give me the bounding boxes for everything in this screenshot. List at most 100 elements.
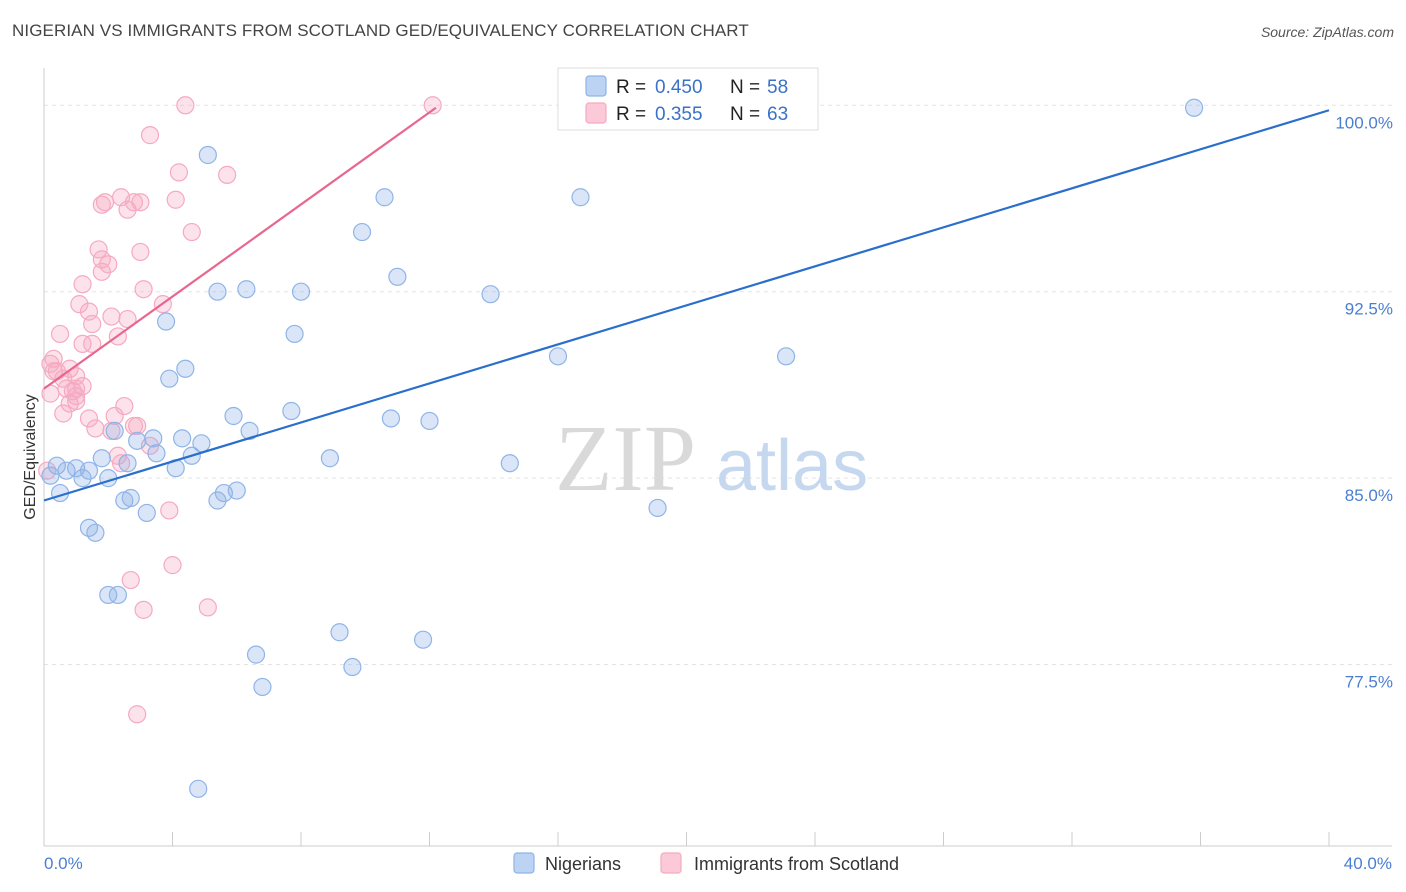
point-scotland: [50, 324, 70, 344]
point-nigerians: [198, 145, 217, 165]
bottom-legend-swatch-scotland: [660, 852, 682, 874]
point-nigerians: [79, 461, 99, 480]
point-nigerians: [144, 429, 163, 448]
point-nigerians: [105, 421, 124, 441]
point-nigerians: [330, 623, 349, 642]
point-nigerians: [282, 401, 301, 421]
point-scotland: [83, 334, 102, 354]
point-scotland: [105, 406, 124, 426]
point-scotland: [160, 501, 179, 520]
legend-r-label-1: R =: [616, 104, 646, 125]
point-nigerians: [92, 449, 111, 468]
point-scotland: [63, 382, 83, 401]
legend-swatch-scotland: [585, 102, 607, 124]
point-nigerians: [776, 347, 796, 366]
x-tick-label-min: 0.0%: [44, 854, 83, 873]
point-scotland: [169, 163, 189, 182]
point-scotland: [111, 454, 131, 473]
point-scotland: [121, 570, 140, 590]
point-nigerians: [388, 267, 407, 286]
point-nigerians: [73, 469, 92, 488]
point-nigerians: [253, 677, 272, 697]
trend-line-scotland: [43, 106, 437, 390]
point-scotland: [182, 222, 201, 242]
point-scotland: [92, 262, 111, 281]
series-immigrants-scotland-points: [38, 96, 442, 724]
point-scotland: [73, 377, 92, 396]
point-scotland: [38, 461, 57, 480]
point-nigerians: [99, 585, 118, 605]
bottom-legend-label-nigerians: Nigerians: [545, 854, 621, 874]
point-scotland: [166, 190, 185, 209]
x-tick-label-max: 40.0%: [1344, 854, 1392, 873]
y-tick-label: 92.5%: [1345, 300, 1393, 319]
point-nigerians: [343, 657, 362, 677]
point-nigerians: [500, 454, 519, 473]
y-axis-tick-labels: 100.0% 92.5% 85.0% 77.5%: [1335, 113, 1393, 691]
point-nigerians: [160, 369, 179, 388]
point-scotland: [89, 240, 108, 259]
y-tick-label: 77.5%: [1345, 673, 1393, 692]
legend-r-value-1: 0.355: [655, 104, 703, 125]
point-nigerians: [47, 456, 66, 475]
bottom-legend-label-scotland: Immigrants from Scotland: [694, 854, 899, 874]
point-scotland: [423, 96, 442, 115]
point-nigerians: [237, 280, 256, 299]
legend-n-label-1: N =: [730, 104, 760, 125]
point-nigerians: [208, 491, 227, 510]
point-scotland: [163, 556, 182, 575]
point-nigerians: [285, 324, 304, 344]
point-scotland: [86, 419, 105, 438]
watermark-atlas: atlas: [716, 426, 868, 506]
point-nigerians: [118, 454, 137, 473]
point-scotland: [131, 193, 150, 212]
legend-box: R = 0.450 N = 58 R = 0.355 N = 63: [557, 67, 819, 131]
point-scotland: [134, 280, 153, 299]
watermark: ZIP atlas: [555, 407, 868, 511]
point-scotland: [128, 705, 147, 724]
legend-n-label-0: N =: [730, 77, 760, 98]
point-scotland: [70, 295, 89, 314]
y-tick-label: 100.0%: [1335, 113, 1393, 132]
point-nigerians: [320, 449, 340, 468]
point-nigerians: [381, 409, 401, 428]
point-scotland: [73, 334, 92, 354]
point-nigerians: [420, 411, 439, 431]
point-scotland: [128, 416, 147, 436]
legend-r-label-0: R =: [616, 77, 646, 98]
point-nigerians: [375, 188, 394, 207]
point-nigerians: [156, 312, 176, 331]
trend-line-nigerians: [43, 109, 1330, 502]
source-label: Source: ZipAtlas.com: [1260, 24, 1394, 40]
watermark-zip: ZIP: [555, 407, 696, 511]
trend-lines: [43, 106, 1330, 502]
point-scotland: [176, 96, 195, 115]
point-nigerians: [352, 222, 372, 242]
point-scotland: [218, 165, 237, 184]
point-nigerians: [571, 188, 590, 207]
point-nigerians: [147, 444, 166, 463]
point-nigerians: [128, 431, 147, 450]
point-nigerians: [246, 645, 266, 664]
point-nigerians: [189, 779, 208, 798]
point-scotland: [131, 242, 150, 262]
point-nigerians: [548, 347, 568, 366]
gridlines: [44, 104, 1392, 666]
point-scotland: [67, 387, 86, 406]
point-nigerians: [208, 282, 227, 301]
y-tick-label: 85.0%: [1345, 486, 1393, 505]
point-scotland: [140, 126, 160, 145]
point-nigerians: [108, 585, 127, 605]
point-nigerians: [176, 359, 195, 378]
point-nigerians: [137, 503, 156, 523]
axes: [43, 68, 1392, 847]
point-scotland: [95, 193, 115, 212]
point-nigerians: [192, 434, 211, 453]
point-nigerians: [240, 421, 259, 441]
point-nigerians: [1184, 98, 1204, 117]
point-scotland: [124, 193, 144, 212]
point-scotland: [134, 600, 153, 619]
point-scotland: [92, 195, 111, 214]
point-nigerians: [291, 282, 311, 301]
